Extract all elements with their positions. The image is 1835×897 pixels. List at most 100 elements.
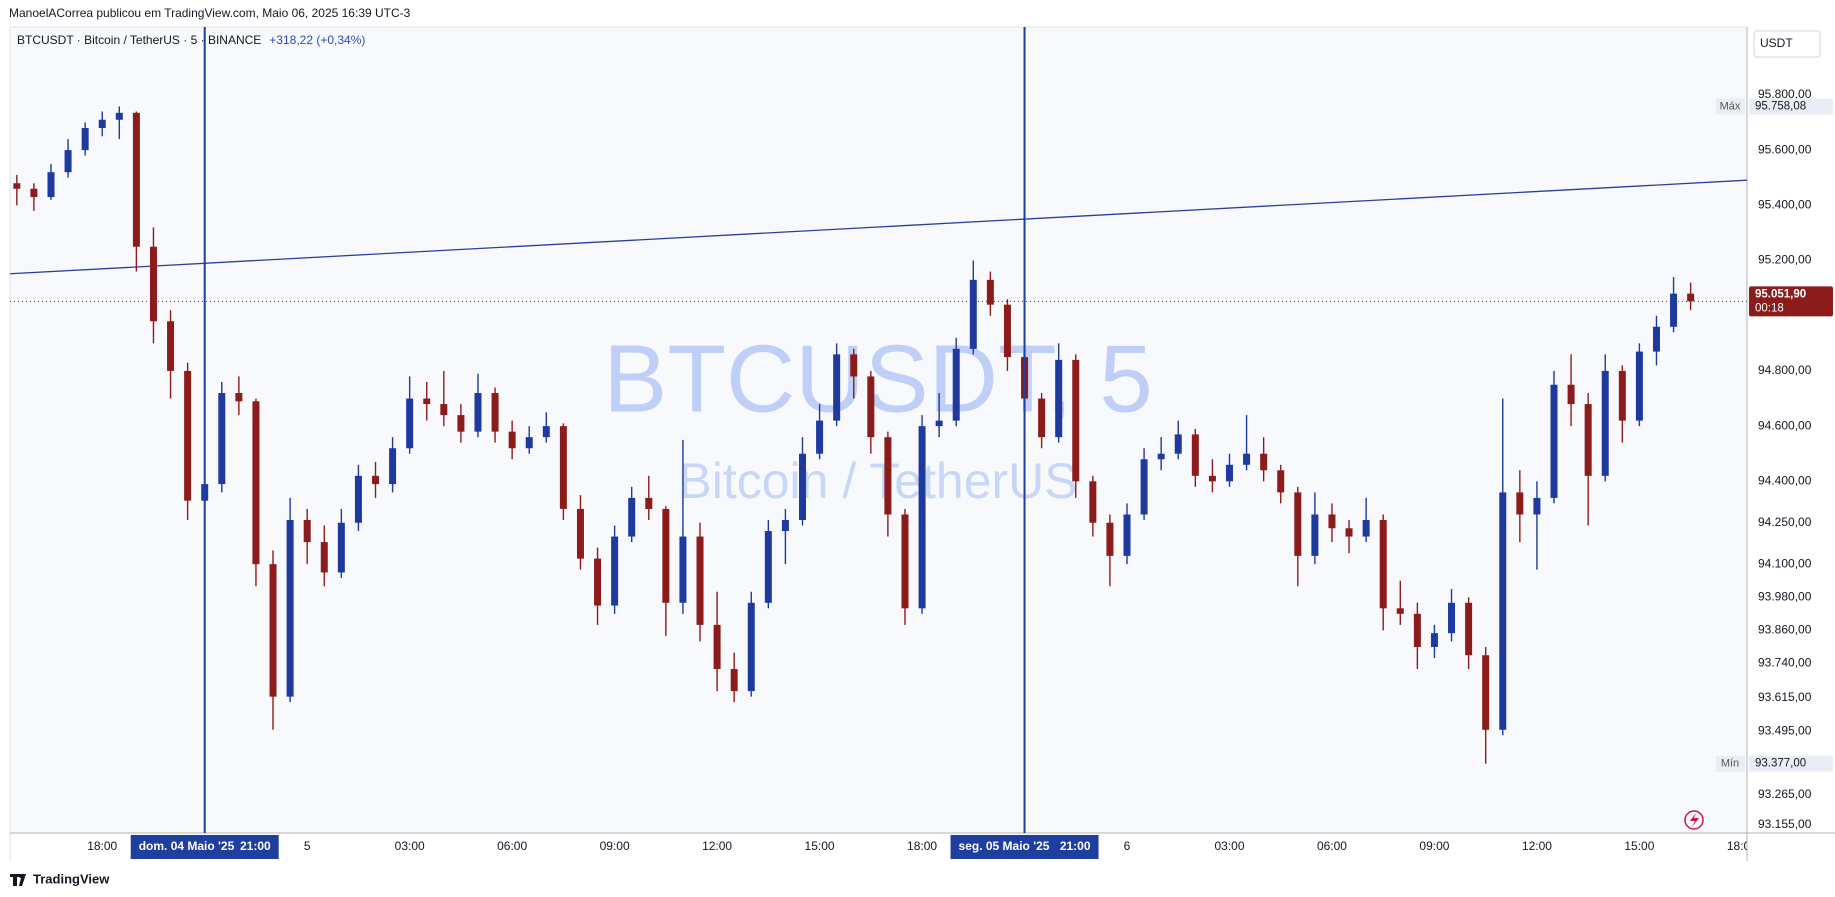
candle-body <box>1652 326 1660 352</box>
countdown-label: 00:18 <box>1755 302 1784 314</box>
marker-label-box <box>130 835 279 859</box>
candle-body <box>252 401 260 565</box>
candle-body <box>1328 514 1336 529</box>
candle-body <box>1123 514 1131 556</box>
currency-box[interactable] <box>1753 30 1821 58</box>
candle-body <box>286 519 294 697</box>
candle-body <box>354 475 362 523</box>
candle-body <box>1311 514 1319 556</box>
y-tick-label: 94.800,00 <box>1758 363 1812 377</box>
candle-body <box>13 183 21 189</box>
price-label-name: Máx <box>1720 100 1741 112</box>
x-tick-label: 5 <box>304 839 311 853</box>
currency: USDT <box>1760 36 1793 50</box>
y-tick-label: 93.860,00 <box>1758 623 1812 637</box>
candle-body <box>611 536 619 606</box>
y-tick-label: 93.615,00 <box>1758 690 1812 704</box>
candle-body <box>1396 608 1404 614</box>
price-label-value: 95.758,08 <box>1755 101 1806 113</box>
candle-body <box>235 393 243 402</box>
candle-body <box>1225 464 1233 482</box>
x-tick-label: 12:00 <box>702 839 732 853</box>
candle-body <box>1465 602 1473 656</box>
candle-body <box>525 437 533 449</box>
candle-body <box>81 128 89 151</box>
marker-time: 21:00 <box>1060 839 1091 853</box>
candle-body <box>1670 293 1678 327</box>
x-tick-label: 15:00 <box>805 839 835 853</box>
candle-body <box>1055 359 1063 438</box>
candle-body <box>901 514 909 609</box>
candle-body <box>423 398 431 405</box>
candle-body <box>1003 304 1011 358</box>
candle-body <box>1499 492 1507 730</box>
tv-logo-dot <box>19 874 23 878</box>
plot <box>10 106 1747 764</box>
candle-body <box>1243 453 1251 465</box>
y-tick-label: 95.800,00 <box>1758 87 1812 101</box>
candle-body <box>884 437 892 515</box>
candle-body <box>1038 398 1046 438</box>
candle-body <box>559 426 567 509</box>
candle-body <box>781 519 789 532</box>
symbol-legend: BTCUSDT · Bitcoin / TetherUS · 5 · BINAN… <box>17 33 261 47</box>
candle-body <box>628 497 636 537</box>
x-tick-label: 6 <box>1124 839 1131 853</box>
candle-body <box>730 669 738 692</box>
x-tick-label: 06:00 <box>497 839 527 853</box>
last-price-box <box>1749 286 1833 317</box>
candle-body <box>149 246 157 322</box>
candle-body <box>1567 384 1575 405</box>
candle-body <box>457 415 465 432</box>
price-label-tag <box>1716 755 1745 772</box>
marker-date: dom. 04 Maio '25 <box>139 839 235 853</box>
candle-body <box>969 279 977 349</box>
candle-body <box>218 393 226 485</box>
candle-body <box>30 188 38 198</box>
marker-time: 21:00 <box>240 839 271 853</box>
candle-body <box>372 475 380 485</box>
candle-body <box>132 112 140 247</box>
candle-body <box>1191 434 1199 476</box>
candle-body <box>679 536 687 603</box>
candle-body <box>406 398 414 449</box>
price-label-name: Mín <box>1721 758 1739 770</box>
candle-body <box>64 150 72 173</box>
candle-body <box>1089 481 1097 523</box>
candle-body <box>491 393 499 432</box>
y-tick-label: 93.155,00 <box>1758 817 1812 831</box>
candle-body <box>440 404 448 416</box>
candle-body <box>269 564 277 697</box>
candle-body <box>1140 459 1148 515</box>
plot-area <box>10 27 1747 833</box>
candle-body <box>47 172 55 198</box>
alert-bolt <box>1690 813 1699 827</box>
x-tick-label: 12:00 <box>1522 839 1552 853</box>
x-tick-label: 18:00 <box>907 839 937 853</box>
candle-body <box>918 426 926 609</box>
x-tick-label: 18:00 <box>1727 839 1757 853</box>
price-label-box <box>1749 755 1833 772</box>
footer-brand: TradingView <box>33 871 110 886</box>
last-price-label: 95.051,90 <box>1755 288 1806 300</box>
candle-body <box>1362 519 1370 537</box>
candle-body <box>1516 492 1524 515</box>
candle-body <box>594 558 602 606</box>
y-tick-label: 95.400,00 <box>1758 197 1812 211</box>
candle-body <box>1294 492 1302 556</box>
alert-icon[interactable] <box>1684 810 1704 830</box>
candle-body <box>576 508 584 559</box>
candle-body <box>662 508 670 603</box>
price-label-tag <box>1716 98 1745 115</box>
y-tick-label: 94.600,00 <box>1758 418 1812 432</box>
candle-body <box>1482 655 1490 730</box>
candle-body <box>1277 470 1285 493</box>
candle-body <box>1072 359 1080 482</box>
price-label-value: 93.377,00 <box>1755 758 1806 770</box>
candle-body <box>1260 453 1268 471</box>
candle-body <box>798 453 806 520</box>
candle-body <box>1601 370 1609 476</box>
candle-body <box>167 321 175 371</box>
candle-body <box>1174 434 1182 454</box>
